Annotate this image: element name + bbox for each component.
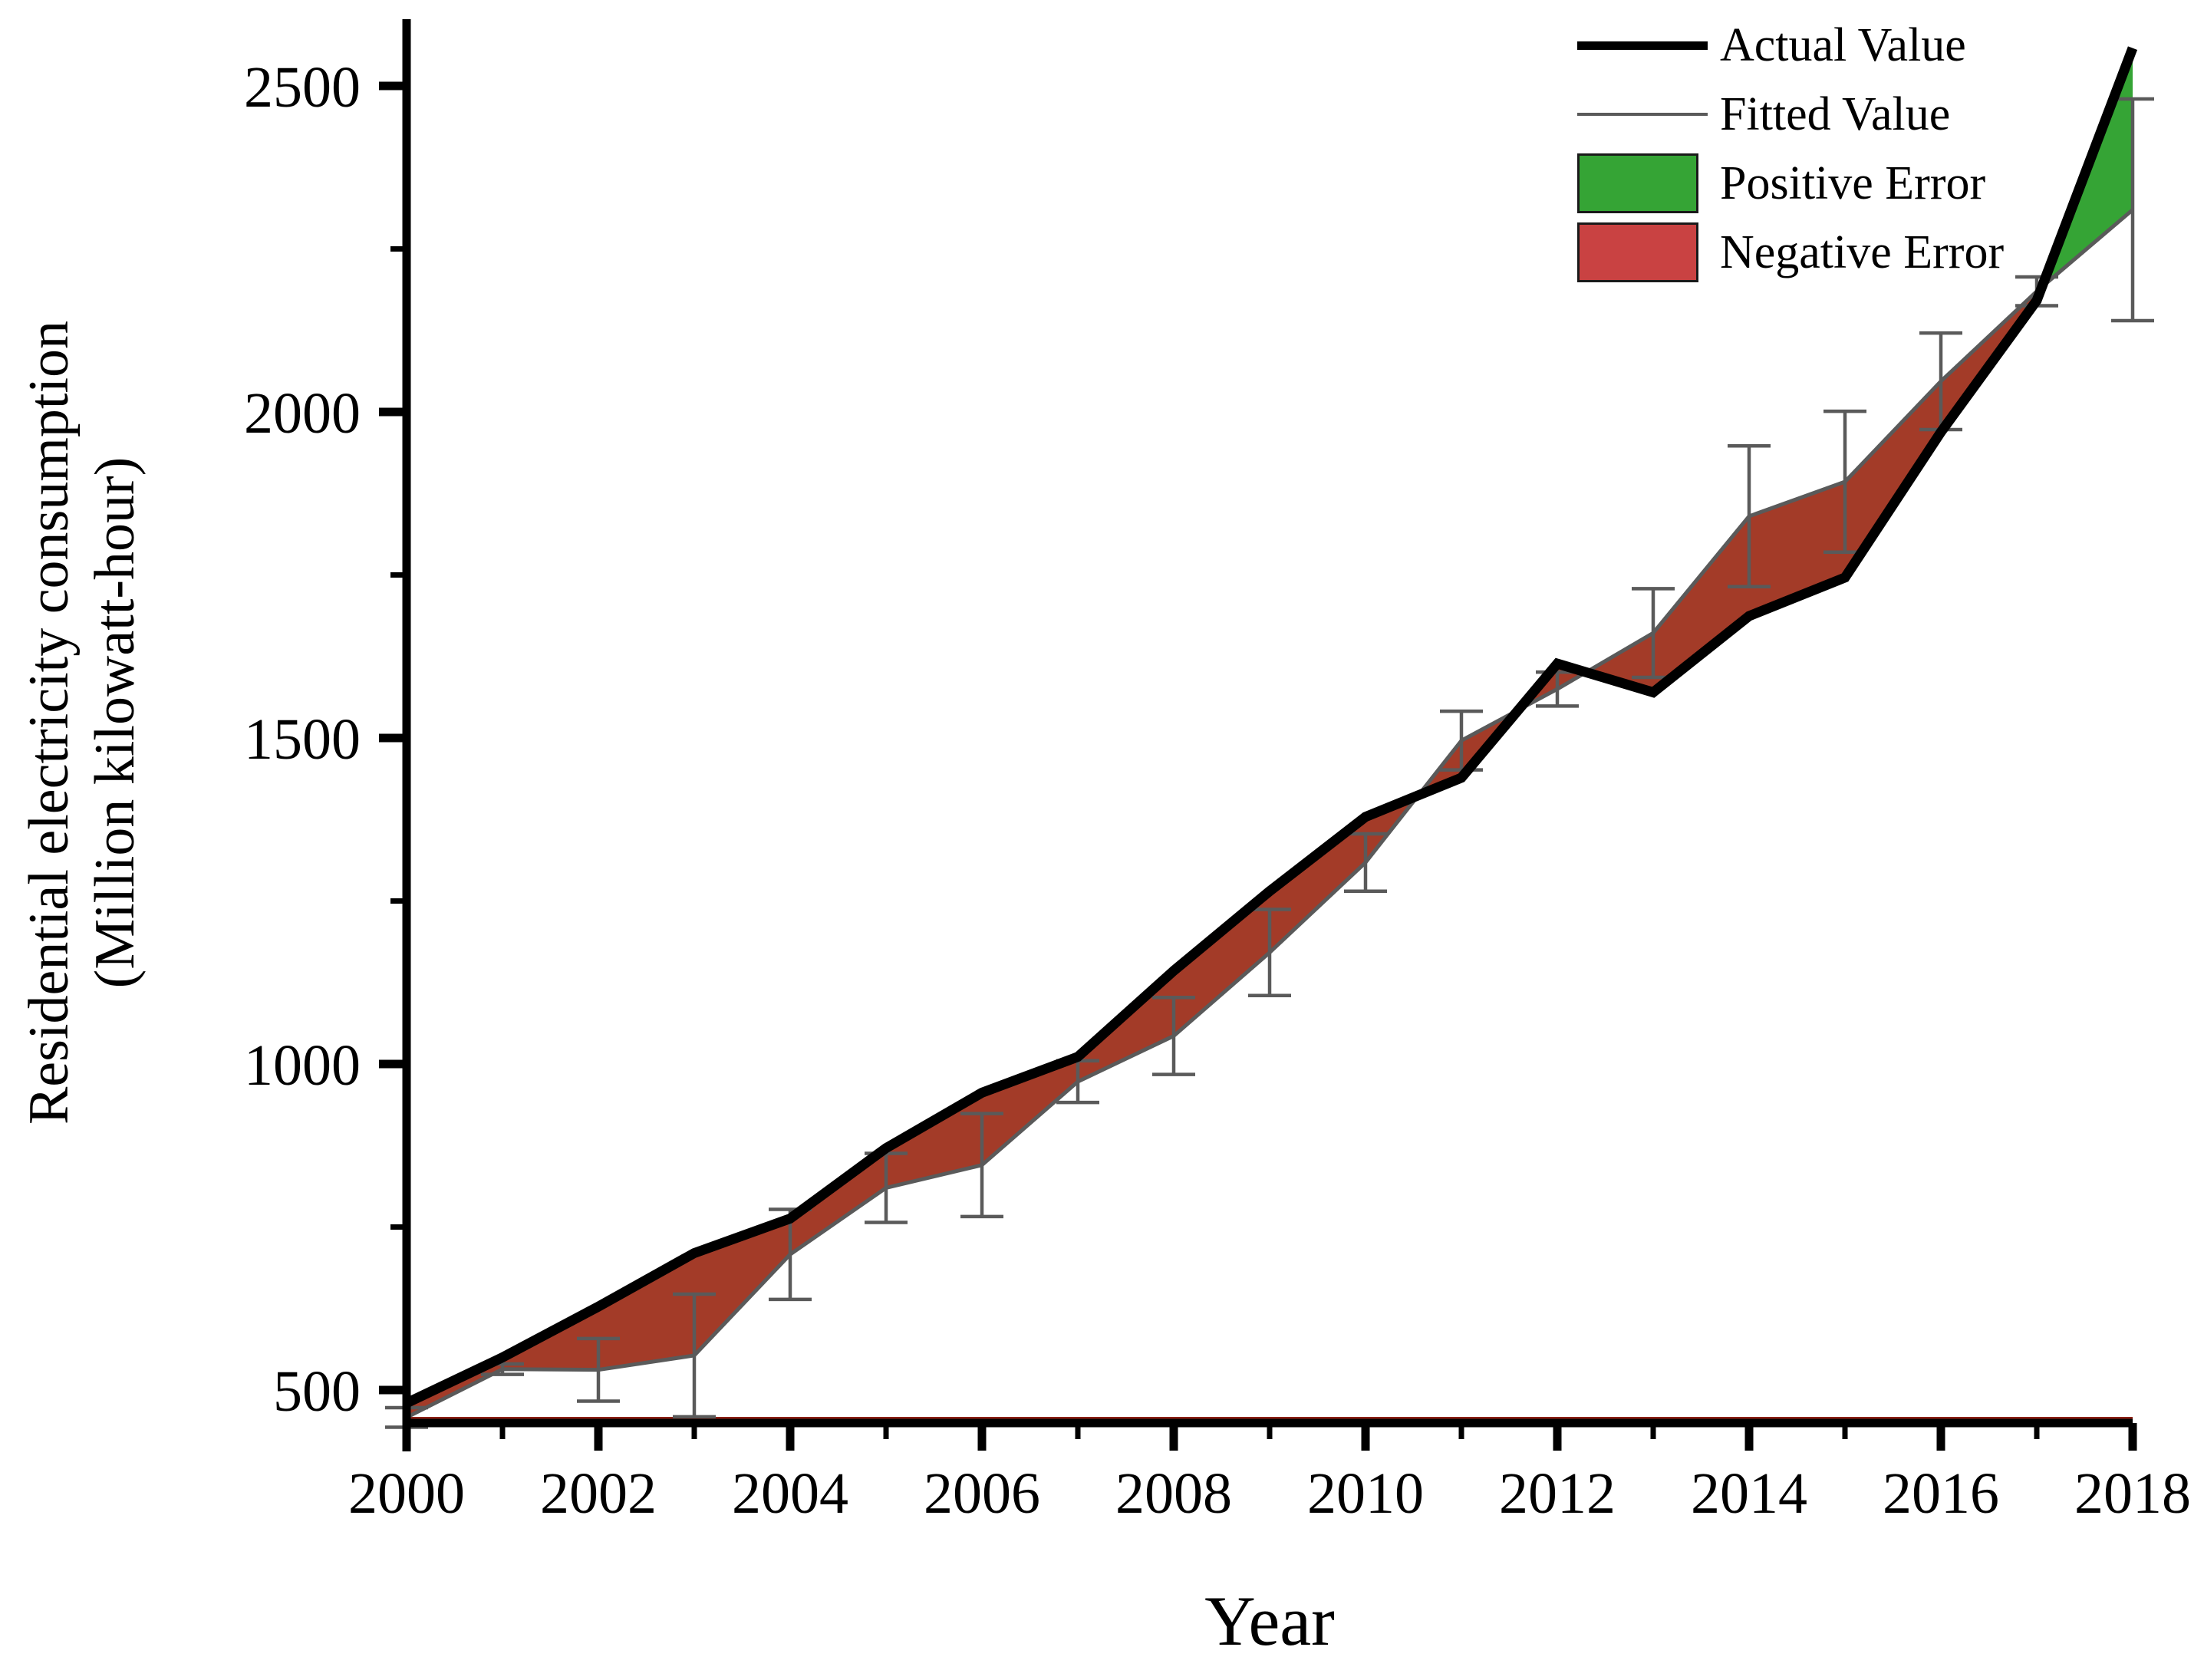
legend-label-actual: Actual Value	[1720, 18, 1966, 71]
y-tick-label: 500	[273, 1359, 361, 1424]
x-tick-label: 2014	[1691, 1461, 1807, 1526]
x-tick-label: 2010	[1307, 1461, 1424, 1526]
error-bars	[385, 97, 2154, 1429]
x-tick-label: 2000	[348, 1461, 465, 1526]
y-tick-label: 1000	[244, 1033, 361, 1098]
x-tick-label: 2008	[1115, 1461, 1232, 1526]
legend-item-negative-error: Negative Error	[1577, 218, 2004, 287]
actual-line-swatch-icon	[1577, 41, 1708, 50]
x-tick-label: 2004	[732, 1461, 848, 1526]
legend-item-actual: Actual Value	[1577, 11, 2004, 80]
legend-label-positive-error: Positive Error	[1720, 156, 1986, 209]
y-tick-label: 1500	[244, 707, 361, 772]
legend-item-positive-error: Positive Error	[1577, 149, 2004, 218]
x-tick-label: 2006	[924, 1461, 1040, 1526]
x-tick-label: 2002	[540, 1461, 657, 1526]
fitted-line-swatch-icon	[1577, 113, 1708, 116]
legend-label-fitted: Fitted Value	[1720, 87, 1951, 140]
fitted-value-line	[405, 208, 2134, 1419]
legend-label-negative-error: Negative Error	[1720, 226, 2005, 278]
y-tick-label: 2000	[244, 381, 361, 446]
negative-error-swatch-icon	[1577, 222, 1698, 282]
y-axis-title-line1: Residential electricity consumption	[18, 320, 81, 1125]
x-tick-label: 2016	[1883, 1461, 1999, 1526]
x-axis-title: Year	[1204, 1582, 1335, 1660]
legend: Actual Value Fitted Value Positive Error…	[1577, 11, 2004, 287]
actual-value-line	[404, 46, 2138, 1408]
legend-item-fitted: Fitted Value	[1577, 80, 2004, 149]
y-axis-title-line2: (Million kilowatt-hour)	[84, 456, 147, 989]
y-tick-label: 2500	[244, 55, 361, 120]
tick-labels: 2000 2002 2004 2006 2008 2010 2012 2014 2016 2018…	[244, 55, 2191, 1526]
axes	[379, 19, 2137, 1451]
x-tick-label: 2012	[1499, 1461, 1616, 1526]
positive-error-swatch-icon	[1577, 153, 1698, 213]
x-tick-label: 2018	[2074, 1461, 2191, 1526]
